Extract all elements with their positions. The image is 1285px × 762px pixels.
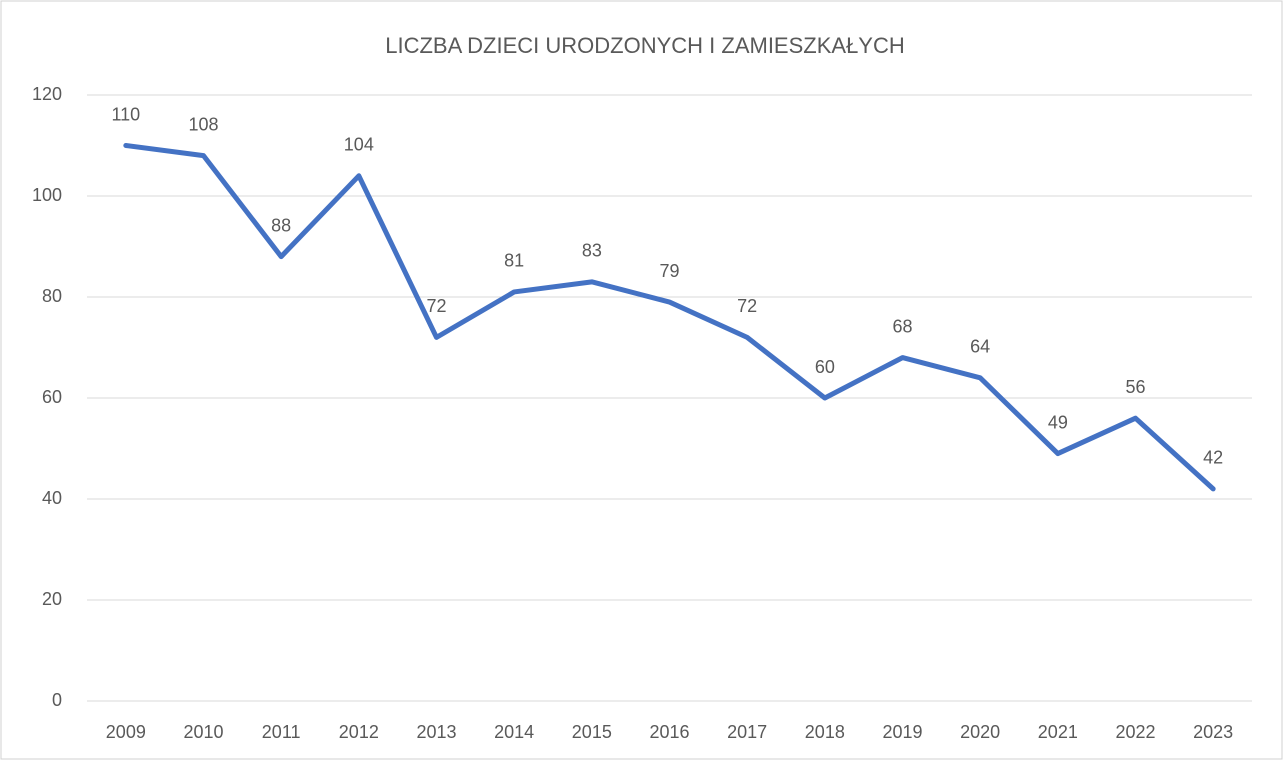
x-tick-label: 2018 xyxy=(805,722,845,742)
data-label: 81 xyxy=(504,251,524,271)
data-label: 64 xyxy=(970,337,990,357)
y-tick-label: 60 xyxy=(42,387,62,407)
x-tick-label: 2020 xyxy=(960,722,1000,742)
data-label: 72 xyxy=(426,296,446,316)
data-label: 68 xyxy=(892,316,912,336)
x-tick-label: 2010 xyxy=(183,722,223,742)
y-tick-label: 100 xyxy=(32,185,62,205)
x-tick-label: 2011 xyxy=(262,722,301,742)
y-tick-label: 120 xyxy=(32,84,62,104)
data-label: 49 xyxy=(1048,412,1068,432)
line-series xyxy=(123,143,1216,492)
y-tick-label: 20 xyxy=(42,589,62,609)
data-label: 110 xyxy=(111,104,140,124)
x-tick-label: 2022 xyxy=(1115,722,1155,742)
data-label: 42 xyxy=(1203,448,1223,468)
data-label: 60 xyxy=(815,357,835,377)
x-tick-label: 2012 xyxy=(339,722,379,742)
data-label: 88 xyxy=(271,215,291,235)
x-tick-label: 2016 xyxy=(649,722,689,742)
y-tick-label: 80 xyxy=(42,286,62,306)
data-label: 72 xyxy=(737,296,757,316)
data-label: 104 xyxy=(344,135,374,155)
data-label: 83 xyxy=(582,241,602,261)
data-label: 108 xyxy=(188,114,218,134)
y-tick-label: 40 xyxy=(42,488,62,508)
data-label: 79 xyxy=(659,261,679,281)
chart-title: LICZBA DZIECI URODZONYCH I ZAMIESZKAŁYCH xyxy=(385,33,905,58)
x-tick-label: 2009 xyxy=(106,722,146,742)
x-tick-label: 2023 xyxy=(1193,722,1233,742)
x-tick-label: 2021 xyxy=(1038,722,1078,742)
y-tick-label: 0 xyxy=(52,690,62,710)
x-tick-label: 2019 xyxy=(882,722,922,742)
data-label: 56 xyxy=(1125,377,1145,397)
x-tick-label: 2017 xyxy=(727,722,767,742)
x-tick-label: 2014 xyxy=(494,722,534,742)
x-tick-label: 2015 xyxy=(572,722,612,742)
x-tick-label: 2013 xyxy=(416,722,456,742)
